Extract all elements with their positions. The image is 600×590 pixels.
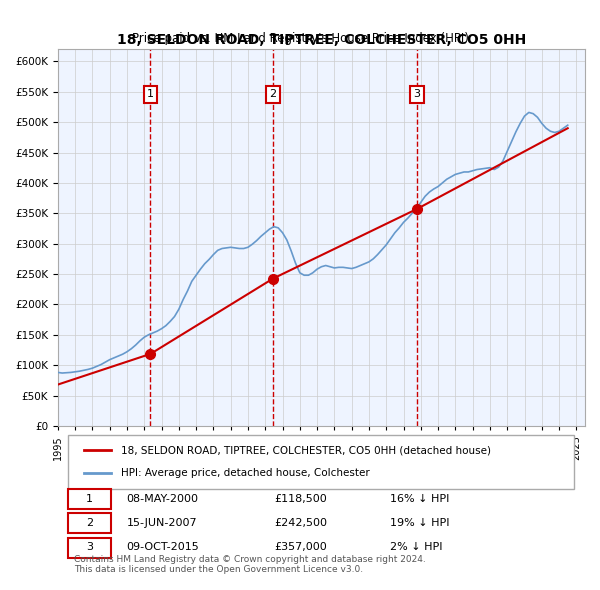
FancyBboxPatch shape: [68, 537, 110, 558]
Text: Price paid vs. HM Land Registry's House Price Index (HPI): Price paid vs. HM Land Registry's House …: [131, 32, 469, 45]
Text: 2: 2: [86, 517, 93, 527]
Text: HPI: Average price, detached house, Colchester: HPI: Average price, detached house, Colc…: [121, 468, 370, 478]
Text: 3: 3: [413, 90, 421, 100]
Text: 3: 3: [86, 542, 93, 552]
FancyBboxPatch shape: [68, 489, 110, 509]
FancyBboxPatch shape: [68, 435, 574, 489]
Text: £242,500: £242,500: [274, 517, 327, 527]
Text: 1: 1: [147, 90, 154, 100]
Text: 18, SELDON ROAD, TIPTREE, COLCHESTER, CO5 0HH (detached house): 18, SELDON ROAD, TIPTREE, COLCHESTER, CO…: [121, 445, 491, 455]
Text: £118,500: £118,500: [274, 493, 327, 503]
Text: Contains HM Land Registry data © Crown copyright and database right 2024.
This d: Contains HM Land Registry data © Crown c…: [74, 555, 425, 575]
Text: 2% ↓ HPI: 2% ↓ HPI: [390, 542, 442, 552]
Text: 09-OCT-2015: 09-OCT-2015: [127, 542, 199, 552]
Text: 15-JUN-2007: 15-JUN-2007: [127, 517, 197, 527]
Text: 1: 1: [86, 493, 93, 503]
Text: £357,000: £357,000: [274, 542, 327, 552]
Text: 2: 2: [269, 90, 277, 100]
Text: 19% ↓ HPI: 19% ↓ HPI: [390, 517, 449, 527]
Text: 16% ↓ HPI: 16% ↓ HPI: [390, 493, 449, 503]
Title: 18, SELDON ROAD, TIPTREE, COLCHESTER, CO5 0HH: 18, SELDON ROAD, TIPTREE, COLCHESTER, CO…: [117, 32, 526, 47]
Text: 08-MAY-2000: 08-MAY-2000: [127, 493, 199, 503]
FancyBboxPatch shape: [68, 513, 110, 533]
